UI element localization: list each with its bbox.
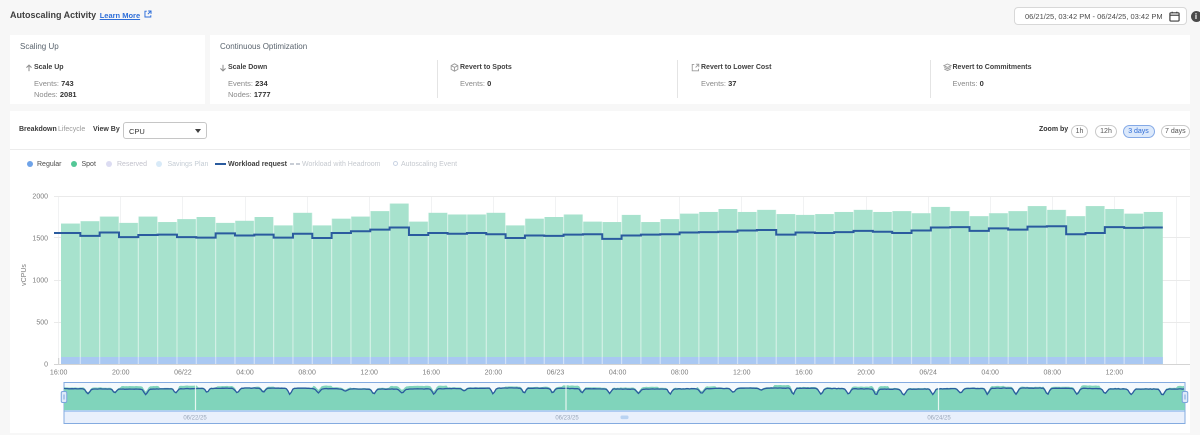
svg-text:20:00: 20:00 [112, 370, 130, 377]
svg-text:0: 0 [44, 362, 48, 369]
svg-text:06/22/25: 06/22/25 [183, 416, 207, 422]
svg-text:08:00: 08:00 [671, 370, 689, 377]
svg-text:20:00: 20:00 [485, 370, 503, 377]
svg-text:500: 500 [36, 320, 48, 327]
svg-text:06/22: 06/22 [174, 370, 192, 377]
svg-text:08:00: 08:00 [1044, 370, 1062, 377]
svg-text:06/24/25: 06/24/25 [927, 416, 951, 422]
svg-text:vCPUs: vCPUs [21, 264, 28, 286]
svg-text:16:00: 16:00 [795, 370, 813, 377]
svg-text:04:00: 04:00 [236, 370, 254, 377]
svg-text:2000: 2000 [32, 194, 48, 201]
svg-text:06/24: 06/24 [919, 370, 937, 377]
svg-text:12:00: 12:00 [360, 370, 378, 377]
svg-text:04:00: 04:00 [981, 370, 999, 377]
svg-text:06/23/25: 06/23/25 [555, 416, 579, 422]
svg-text:16:00: 16:00 [50, 370, 68, 377]
svg-text:16:00: 16:00 [423, 370, 441, 377]
svg-text:12:00: 12:00 [733, 370, 751, 377]
svg-text:08:00: 08:00 [298, 370, 316, 377]
svg-text:04:00: 04:00 [609, 370, 627, 377]
svg-text:1000: 1000 [32, 278, 48, 285]
svg-text:12:00: 12:00 [1106, 370, 1124, 377]
svg-text:1500: 1500 [32, 236, 48, 243]
svg-text:20:00: 20:00 [857, 370, 875, 377]
svg-text:06/23: 06/23 [547, 370, 565, 377]
